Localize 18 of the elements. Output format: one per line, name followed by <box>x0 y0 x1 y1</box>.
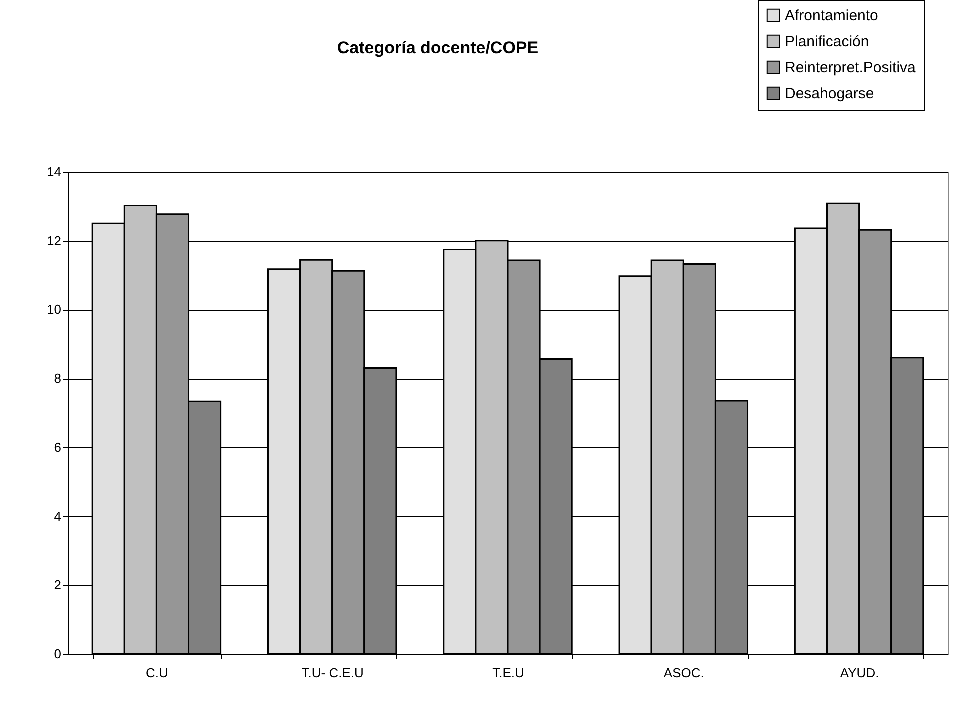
y-tick-label: 2 <box>54 578 62 593</box>
y-tick-label: 14 <box>47 164 62 180</box>
y-tick-label: 12 <box>47 233 62 248</box>
y-tick-label: 0 <box>54 646 62 662</box>
y-tick-label: 10 <box>47 302 62 318</box>
legend-label: Reinterpret.Positiva <box>785 60 917 76</box>
x-tick-label: T.E.U <box>492 666 524 680</box>
x-tick-label: AYUD. <box>840 666 880 680</box>
x-tick-label: C.U <box>146 666 168 680</box>
legend-label: Desahogarse <box>785 86 874 102</box>
x-tick-label: T.U- C.E.U <box>302 666 364 680</box>
y-tick-label: 6 <box>54 440 62 455</box>
y-tick-label: 8 <box>54 371 62 386</box>
legend-label: Afrontamiento <box>785 8 878 24</box>
legend-label: Planificación <box>785 34 870 50</box>
chart-title: Categoría docente/COPE <box>337 38 539 58</box>
y-tick-label: 4 <box>54 508 62 524</box>
x-tick-label: ASOC. <box>664 666 704 680</box>
